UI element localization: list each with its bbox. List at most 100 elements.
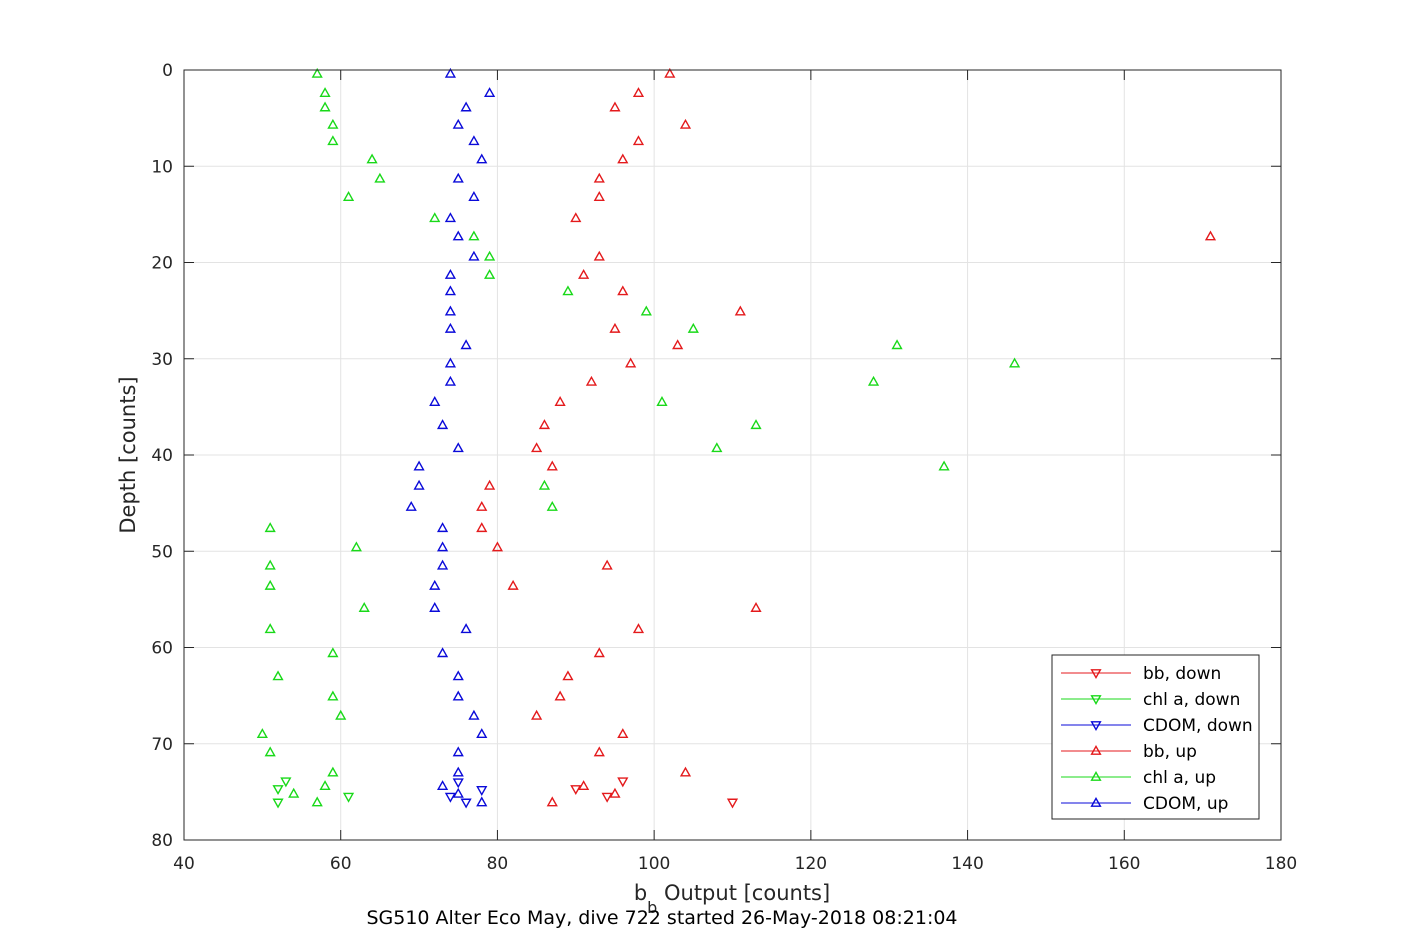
legend-marker bbox=[1090, 770, 1102, 781]
data-point bbox=[429, 396, 441, 406]
data-point bbox=[578, 268, 590, 279]
data-point bbox=[483, 479, 496, 490]
data-point bbox=[429, 602, 441, 612]
data-point bbox=[468, 709, 480, 720]
data-point bbox=[609, 322, 621, 333]
data-point bbox=[327, 118, 339, 129]
y-tick-label: 20 bbox=[151, 254, 173, 274]
data-point bbox=[429, 212, 441, 223]
data-point bbox=[679, 118, 692, 129]
y-tick-label: 50 bbox=[151, 542, 173, 562]
x-tick-label: 140 bbox=[951, 854, 983, 874]
data-point bbox=[562, 670, 574, 681]
data-point bbox=[531, 709, 543, 720]
x-axis-ticks: 40 60 80 100 120 140 160 180 bbox=[173, 70, 1297, 874]
x-tick-label: 40 bbox=[173, 854, 195, 874]
data-point bbox=[664, 67, 676, 78]
data-point bbox=[319, 780, 331, 791]
data-point bbox=[272, 670, 284, 681]
data-point bbox=[476, 522, 488, 533]
chart-caption: SG510 Alter Eco May, dive 722 started 26… bbox=[366, 907, 957, 929]
data-point bbox=[311, 67, 323, 78]
y-tick-label: 30 bbox=[151, 350, 173, 370]
y-tick-label: 80 bbox=[151, 831, 173, 851]
x-tick-label: 160 bbox=[1108, 854, 1140, 874]
data-point bbox=[452, 172, 464, 183]
data-point bbox=[593, 191, 605, 201]
data-point bbox=[538, 479, 551, 490]
data-point bbox=[476, 728, 488, 739]
series-2 bbox=[444, 778, 488, 809]
data-point bbox=[272, 785, 284, 796]
data-point bbox=[625, 357, 637, 368]
data-point bbox=[413, 460, 425, 471]
series-4 bbox=[256, 67, 1021, 807]
data-point bbox=[578, 780, 590, 791]
data-point bbox=[609, 101, 621, 112]
data-point bbox=[436, 419, 449, 430]
data-point bbox=[452, 670, 464, 681]
data-point bbox=[444, 792, 457, 803]
data-point bbox=[374, 172, 386, 183]
data-point bbox=[507, 579, 519, 590]
data-point bbox=[350, 541, 362, 552]
data-point bbox=[452, 787, 464, 798]
data-point bbox=[632, 135, 645, 146]
y-axis-ticks: 0 10 20 30 40 50 60 70 80 bbox=[151, 61, 1281, 851]
data-point bbox=[280, 777, 292, 788]
data-point bbox=[436, 522, 449, 533]
data-point bbox=[319, 87, 331, 98]
data-point bbox=[617, 153, 629, 164]
data-point bbox=[476, 786, 488, 796]
data-point bbox=[468, 135, 480, 146]
legend-marker bbox=[1090, 695, 1102, 706]
data-point bbox=[460, 798, 472, 809]
data-point bbox=[452, 690, 464, 701]
data-point bbox=[656, 396, 668, 406]
data-point bbox=[444, 67, 457, 78]
data-point bbox=[476, 153, 488, 164]
data-point bbox=[546, 796, 558, 807]
data-point bbox=[734, 305, 746, 316]
data-point bbox=[1008, 357, 1021, 368]
data-point bbox=[468, 250, 480, 261]
data-point bbox=[452, 230, 464, 241]
data-point bbox=[483, 250, 496, 261]
series-3 bbox=[476, 67, 1217, 807]
data-point bbox=[444, 285, 457, 296]
x-tick-label: 120 bbox=[795, 854, 827, 874]
y-tick-label: 60 bbox=[151, 639, 173, 659]
data-point bbox=[483, 87, 496, 98]
data-point bbox=[444, 268, 457, 279]
data-point bbox=[601, 559, 613, 570]
data-point bbox=[593, 746, 605, 757]
data-point bbox=[546, 460, 558, 471]
data-point bbox=[483, 268, 496, 279]
data-point bbox=[632, 623, 645, 634]
data-point bbox=[436, 559, 449, 570]
y-tick-label: 10 bbox=[151, 157, 173, 177]
data-point bbox=[585, 375, 598, 386]
y-tick-label: 40 bbox=[151, 446, 173, 466]
data-point bbox=[460, 101, 472, 112]
data-point bbox=[264, 746, 276, 757]
data-point bbox=[327, 135, 339, 146]
data-point bbox=[264, 623, 276, 634]
data-point bbox=[617, 728, 629, 739]
x-tick-label: 60 bbox=[330, 854, 352, 874]
data-point bbox=[405, 500, 417, 511]
data-markers bbox=[256, 67, 1217, 809]
data-point bbox=[436, 541, 449, 552]
data-point bbox=[444, 375, 457, 386]
data-point bbox=[264, 522, 276, 533]
data-point bbox=[562, 285, 574, 296]
x-tick-label: 80 bbox=[487, 854, 509, 874]
data-point bbox=[327, 647, 339, 658]
data-point bbox=[476, 500, 488, 511]
data-point bbox=[546, 500, 558, 511]
data-point bbox=[327, 766, 339, 777]
data-point bbox=[264, 559, 276, 570]
data-point bbox=[570, 785, 582, 796]
data-point bbox=[460, 623, 472, 634]
